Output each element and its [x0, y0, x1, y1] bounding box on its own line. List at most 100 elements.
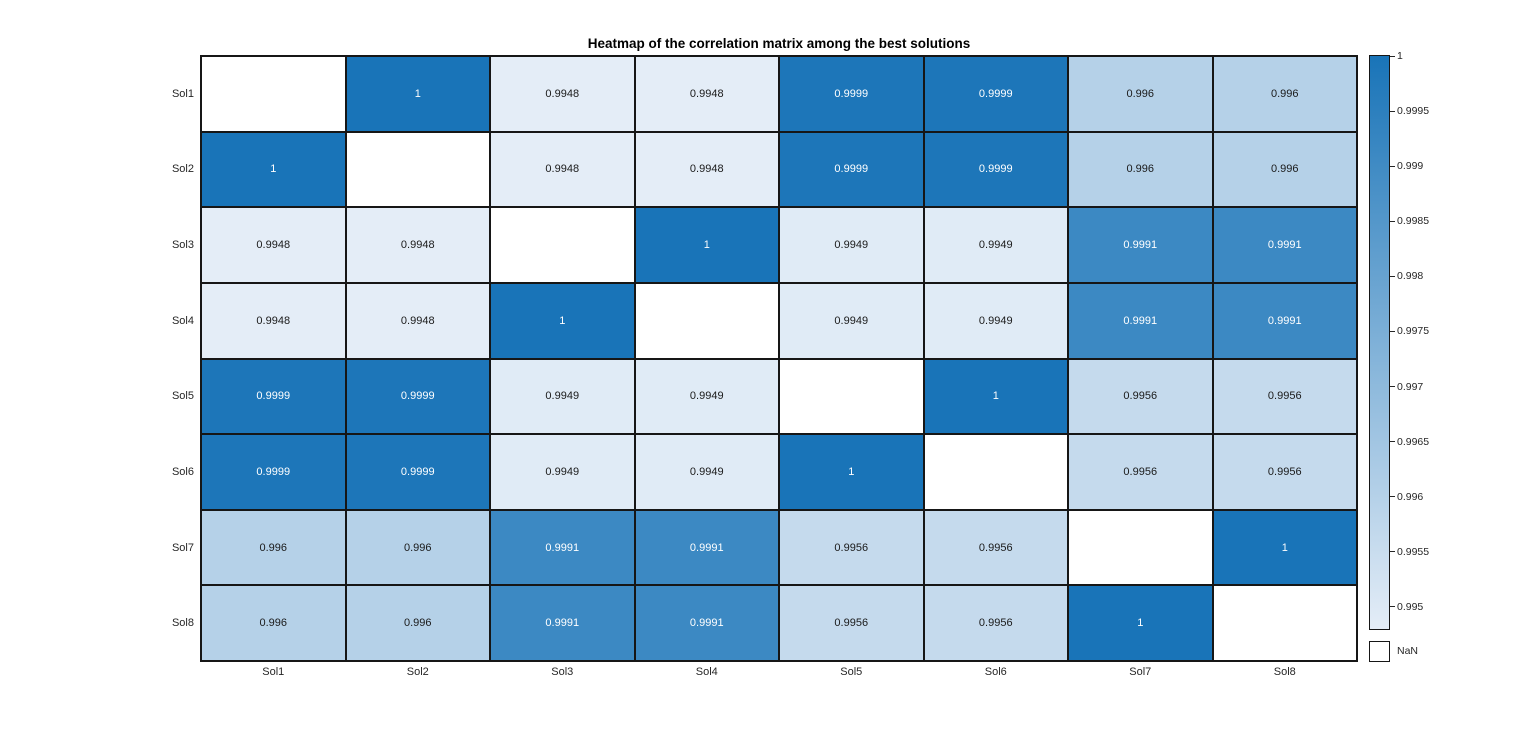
chart-title: Heatmap of the correlation matrix among …: [587, 36, 971, 51]
colorbar-tick-label: 0.9995: [1397, 105, 1430, 118]
y-axis-labels: Sol1 Sol2 Sol3 Sol4 Sol5 Sol6 Sol7 Sol8: [60, 56, 194, 661]
heatmap-cell: 1: [923, 358, 1068, 435]
heatmap-cell: 0.9948: [634, 56, 779, 132]
colorbar-tick-mark: [1390, 606, 1395, 608]
y-axis-label: Sol1: [171, 87, 194, 100]
colorbar-tick-label: 0.9955: [1397, 545, 1430, 558]
heatmap-cell: 0.9956: [923, 509, 1068, 586]
y-axis-label: Sol2: [171, 163, 194, 176]
heatmap-cell: 0.9991: [1212, 207, 1357, 283]
heatmap-cell: 0.9991: [1212, 282, 1357, 359]
x-axis-label: Sol2: [406, 666, 429, 678]
heatmap-cell: 1: [1068, 585, 1213, 661]
heatmap-cell: [345, 131, 490, 208]
x-axis-label: Sol7: [1129, 666, 1152, 678]
heatmap-cell: [1212, 585, 1357, 661]
y-axis-label: Sol4: [171, 314, 194, 327]
y-axis-label: Sol7: [171, 541, 194, 554]
colorbar-tick-label: 0.9965: [1397, 435, 1430, 448]
colorbar-tick-label: 0.995: [1397, 600, 1424, 613]
heatmap-cell: 0.996: [1068, 131, 1213, 208]
heatmap-cell: 0.996: [201, 585, 346, 661]
heatmap-cell: 0.9991: [1068, 282, 1213, 359]
heatmap-cell: 1: [345, 56, 490, 132]
heatmap-cell: 0.9999: [779, 131, 924, 208]
heatmap-cell: 0.9949: [923, 282, 1068, 359]
heatmap-cell: 0.9956: [779, 585, 924, 661]
colorbar-tick-label: 1: [1397, 50, 1403, 62]
x-axis-label: Sol6: [984, 666, 1007, 678]
heatmap-cell: 0.996: [345, 585, 490, 661]
heatmap-grid: 1 0.9948 0.9948 0.9999 0.9999 0.996 0.996 1 0.99…: [200, 55, 1358, 662]
x-axis-label: Sol8: [1273, 666, 1296, 678]
heatmap-cell: 0.9991: [490, 585, 635, 661]
y-axis-label: Sol5: [171, 390, 194, 403]
heatmap-cell: 0.9999: [201, 434, 346, 510]
heatmap-cell: 0.9956: [779, 509, 924, 586]
heatmap-cell: [490, 207, 635, 283]
colorbar-tick-mark: [1390, 275, 1395, 277]
heatmap-cell: [634, 282, 779, 359]
colorbar-tick-label: 0.998: [1397, 270, 1424, 283]
y-axis-label: Sol8: [171, 617, 194, 630]
heatmap-cell: 0.9948: [490, 56, 635, 132]
x-axis-label: Sol4: [695, 666, 718, 678]
heatmap-cell: 0.9948: [490, 131, 635, 208]
heatmap-cell: 0.9949: [634, 434, 779, 510]
y-axis-label: Sol6: [171, 465, 194, 478]
heatmap-cell: 0.996: [1212, 131, 1357, 208]
colorbar-tick-mark: [1390, 441, 1395, 443]
heatmap-cell: 1: [779, 434, 924, 510]
heatmap-cell: 0.996: [1212, 56, 1357, 132]
heatmap-cell: 1: [634, 207, 779, 283]
heatmap-cell: 0.9948: [201, 282, 346, 359]
heatmap-cell: 0.9948: [345, 282, 490, 359]
heatmap-cell: 1: [490, 282, 635, 359]
heatmap-cell: 0.9948: [345, 207, 490, 283]
colorbar-tick-mark: [1390, 386, 1395, 388]
x-axis-label: Sol5: [840, 666, 863, 678]
x-axis-labels: Sol1 Sol2 Sol3 Sol4 Sol5 Sol6 Sol7 Sol8: [201, 666, 1357, 678]
nan-legend-label: NaN: [1397, 645, 1419, 657]
heatmap-cell: 0.9956: [1068, 434, 1213, 510]
heatmap-cell: 0.9991: [634, 585, 779, 661]
heatmap-cell: 0.9949: [779, 207, 924, 283]
y-axis-label: Sol3: [171, 239, 194, 252]
heatmap-cell: [923, 434, 1068, 510]
colorbar-tick-label: 0.9975: [1397, 325, 1430, 338]
colorbar-tick-mark: [1390, 165, 1395, 167]
heatmap-cell: [779, 358, 924, 435]
heatmap-cell: 0.9949: [923, 207, 1068, 283]
heatmap-cell: 0.9949: [779, 282, 924, 359]
colorbar-tick-mark: [1390, 551, 1395, 553]
colorbar-tick-mark: [1390, 330, 1395, 332]
heatmap-cell: 0.9999: [201, 358, 346, 435]
colorbar-tick-mark: [1390, 55, 1395, 57]
heatmap-cell: 0.9991: [1068, 207, 1213, 283]
heatmap-cell: 0.996: [201, 509, 346, 586]
colorbar-tick-mark: [1390, 496, 1395, 498]
heatmap-cell: 0.9999: [923, 131, 1068, 208]
colorbar-tick-mark: [1390, 220, 1395, 222]
colorbar-tick-mark: [1390, 110, 1395, 112]
heatmap-cell: 0.9956: [1212, 434, 1357, 510]
heatmap-cell: [201, 56, 346, 132]
heatmap-cell: 0.9948: [201, 207, 346, 283]
heatmap-cell: 0.9999: [345, 434, 490, 510]
heatmap-cell: 0.9999: [923, 56, 1068, 132]
heatmap-cell: [1068, 509, 1213, 586]
heatmap-cell: 0.9948: [634, 131, 779, 208]
heatmap-cell: 0.996: [345, 509, 490, 586]
heatmap-cell: 0.9956: [1068, 358, 1213, 435]
x-axis-label: Sol1: [262, 666, 285, 678]
x-axis-label: Sol3: [551, 666, 574, 678]
heatmap-cell: 0.996: [1068, 56, 1213, 132]
heatmap-cell: 0.9956: [1212, 358, 1357, 435]
heatmap-cell: 0.9956: [923, 585, 1068, 661]
heatmap-cell: 0.9999: [345, 358, 490, 435]
nan-legend-swatch: [1369, 641, 1390, 662]
colorbar-tick-label: 0.999: [1397, 160, 1424, 173]
heatmap-cell: 1: [1212, 509, 1357, 586]
colorbar: [1369, 55, 1390, 630]
